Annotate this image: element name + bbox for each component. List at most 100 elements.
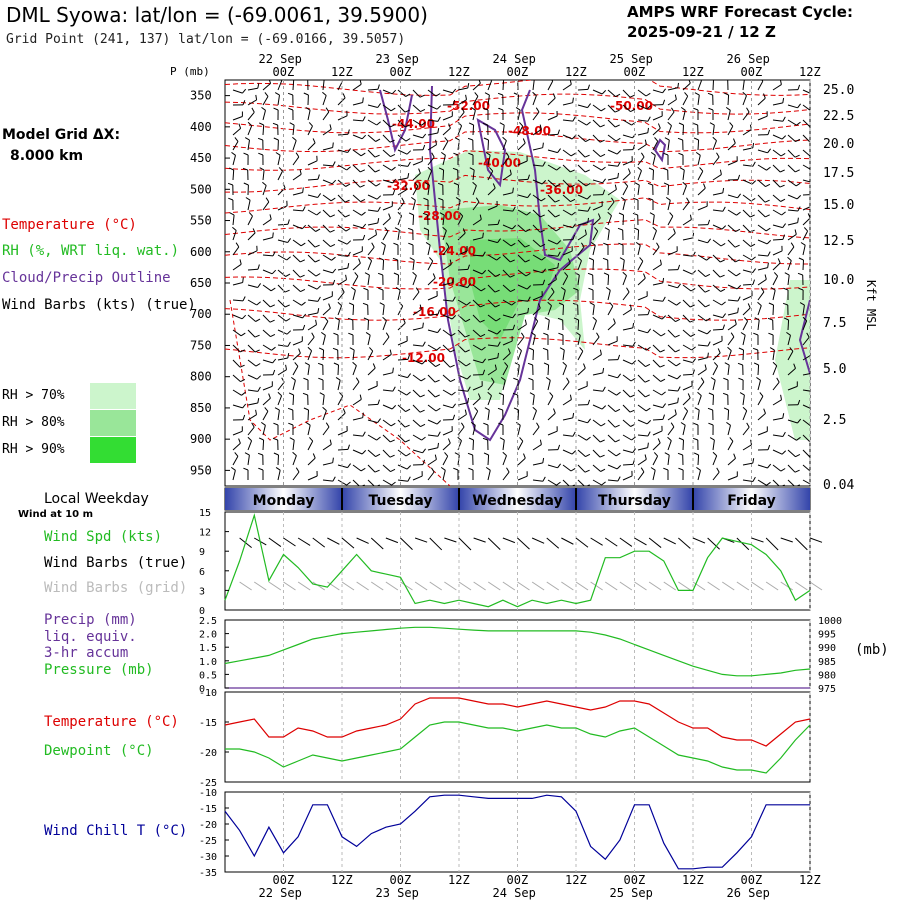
wind-barb [487, 187, 496, 196]
wind-barb-feather [303, 407, 309, 411]
wind-barb-feather [537, 303, 541, 309]
wind-barb [607, 201, 615, 211]
wind-barb-feather [496, 256, 501, 261]
wind-barb-feather [467, 83, 470, 89]
wind-barb [667, 413, 677, 421]
wind-barb-grid [561, 581, 574, 591]
wind-barb-feather [269, 319, 275, 323]
wind-barb-feather [629, 304, 632, 310]
wind-barb-feather [389, 439, 395, 443]
wind-barb [637, 419, 648, 425]
wind-barb-feather [497, 238, 502, 243]
wind-barb [232, 389, 242, 396]
wind-barb [772, 304, 774, 316]
wind-barb-feather [752, 476, 756, 482]
wind-barb-feather [787, 256, 792, 261]
wind-barb-feather [813, 190, 815, 195]
wind-barb [577, 319, 580, 331]
wind-barb-feather [586, 436, 591, 441]
cross-section-panel: -52.00 -50.00-48.00-44.00-40.00-36.00-32.… [224, 79, 815, 487]
wind-barb [742, 179, 753, 185]
wind-barb-feather [256, 375, 262, 380]
wind-barb [787, 419, 798, 424]
y-tick-label: 0 [199, 684, 205, 695]
wind-barb [742, 320, 749, 331]
wind-barb-feather [358, 258, 361, 264]
wind-barb-feather [647, 442, 649, 448]
wind-barb-feather [437, 309, 440, 315]
wind-barb-feather [766, 240, 772, 245]
wind-barb-feather [540, 243, 546, 248]
wind-barb-true [751, 537, 764, 543]
wind-barb [697, 329, 708, 335]
wind-barb [742, 95, 747, 106]
wind-barb-feather [325, 422, 330, 428]
weekday-label: Tuesday [369, 493, 433, 509]
wind-barb-feather [547, 301, 552, 306]
y-tick-label-right: 975 [818, 684, 836, 695]
wind-barb-feather [663, 182, 669, 186]
wind-barb-feather [539, 124, 542, 130]
wind-barb-feather [797, 206, 801, 212]
wind-barb [427, 313, 439, 316]
wind-barb [262, 237, 273, 241]
wind-barb-feather [692, 122, 698, 126]
wind-barb-feather [467, 264, 470, 270]
wind-barb-feather [302, 313, 307, 319]
wind-barb-feather [272, 369, 276, 375]
wind-barb-feather [419, 409, 425, 413]
wind-barb-feather [347, 317, 353, 321]
wind-barb-feather [549, 392, 554, 397]
wind-barb-feather [461, 107, 465, 113]
wind-barb-feather [513, 407, 519, 411]
kft-tick-label: 5.0 [823, 362, 846, 377]
wind-barb [652, 299, 663, 302]
wind-barb-feather [509, 259, 515, 263]
wind-barb [802, 230, 809, 241]
wind-barb-feather [367, 256, 372, 262]
wind-barb [292, 125, 295, 136]
wind-barb [337, 164, 347, 171]
wind-barb-feather [674, 349, 680, 353]
wind-barb-feather [255, 363, 261, 367]
wind-barb [472, 344, 482, 351]
legend-rh90-swatch [90, 437, 136, 463]
wind-barb [637, 104, 648, 110]
kft-tick-label: 10.0 [823, 273, 854, 288]
wind-barb-feather [753, 362, 759, 366]
wind-barb-feather [542, 279, 546, 285]
wind-barb-feather [526, 285, 532, 290]
wind-barb [337, 224, 347, 232]
wind-barb-feather [272, 437, 278, 441]
wind-barb [352, 304, 355, 316]
wind-barb [787, 260, 792, 271]
wind-barb [757, 430, 768, 436]
wind-barb [712, 352, 721, 361]
wind-barb-feather [485, 151, 491, 156]
wind-barb-true [444, 537, 457, 543]
wind-barb-feather [693, 137, 699, 141]
wind-barb-feather [763, 408, 766, 414]
wind-barb-feather [779, 184, 785, 188]
wind-barb-feather [271, 269, 277, 275]
wind-barb [682, 397, 691, 406]
kft-tick-label: 2.5 [823, 413, 846, 428]
wind-barb-feather [332, 142, 334, 148]
wind-barb-true [341, 537, 355, 549]
wind-barb-feather [348, 302, 354, 306]
wind-barb-feather [723, 92, 729, 96]
wind-barb-feather [722, 206, 726, 212]
wind-barb [412, 160, 423, 166]
wind-barb-feather [680, 422, 686, 426]
wind-barb-feather [679, 167, 685, 171]
wind-barb-feather [421, 436, 426, 441]
wind-barb [427, 329, 438, 334]
wind-barb [712, 174, 722, 181]
wind-barb [352, 224, 363, 229]
wind-barb [682, 95, 689, 106]
wind-barb-grid [692, 581, 706, 591]
pressure-units: (mb) [855, 642, 889, 658]
wind-barb-feather [789, 347, 794, 352]
wind-barb [487, 223, 499, 226]
wind-barb-feather [231, 466, 236, 471]
